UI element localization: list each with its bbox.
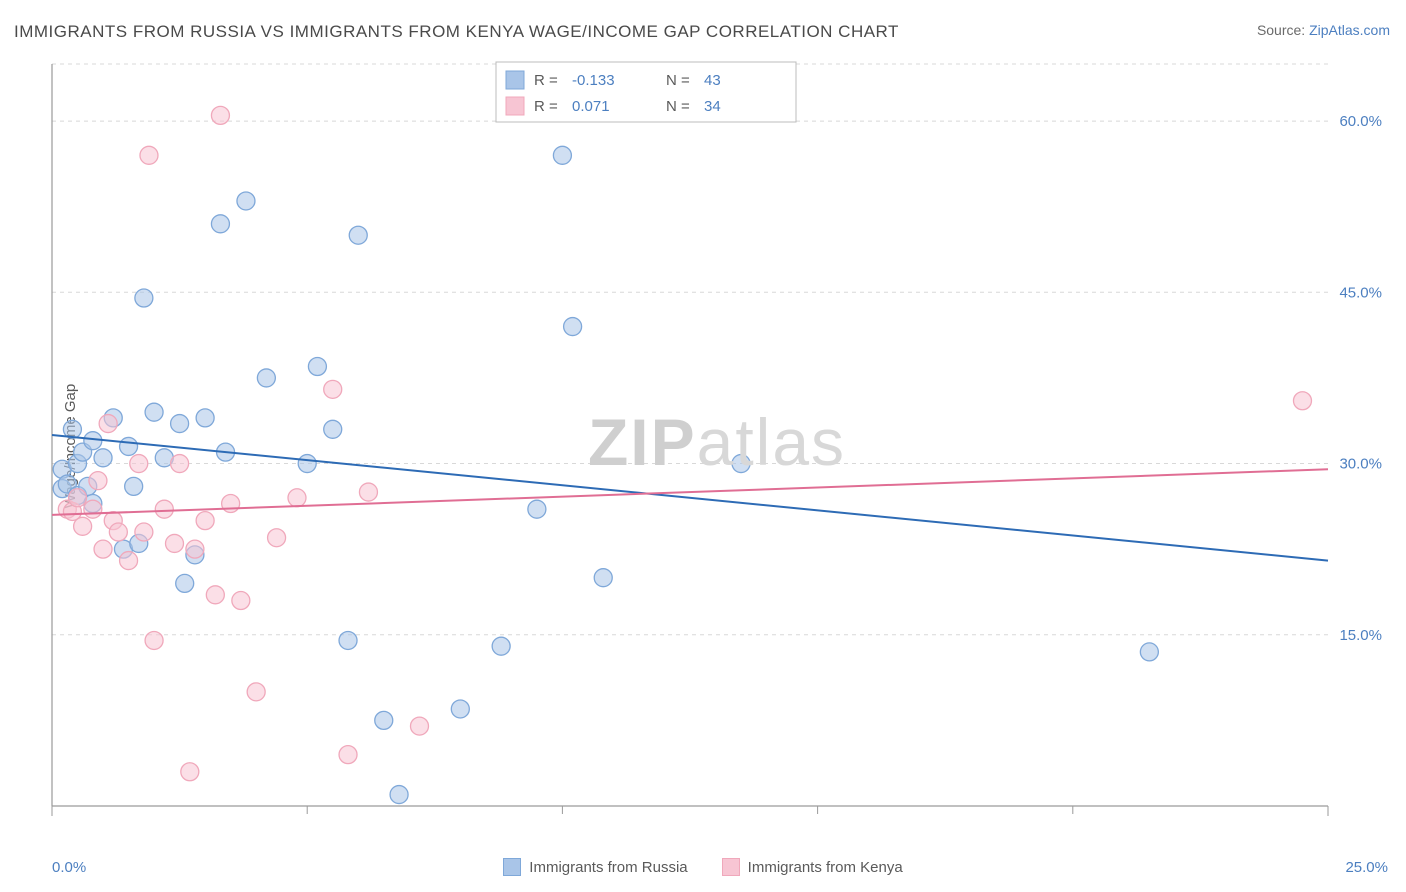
chart-svg: 15.0% 30.0% 45.0% 60.0% R = -0.133 N = 43 R = 0.0… bbox=[46, 58, 1388, 826]
bottom-legend: Immigrants from Russia Immigrants from K… bbox=[0, 858, 1406, 876]
svg-text:N =: N = bbox=[666, 72, 690, 89]
legend-label-kenya: Immigrants from Kenya bbox=[748, 859, 903, 876]
svg-text:60.0%: 60.0% bbox=[1339, 113, 1382, 130]
legend-item-russia: Immigrants from Russia bbox=[503, 858, 687, 876]
chart-title: IMMIGRANTS FROM RUSSIA VS IMMIGRANTS FRO… bbox=[14, 22, 899, 42]
legend-item-kenya: Immigrants from Kenya bbox=[722, 858, 903, 876]
svg-text:43: 43 bbox=[704, 72, 721, 89]
legend-swatch-kenya bbox=[722, 858, 740, 876]
svg-text:0.071: 0.071 bbox=[572, 98, 610, 115]
svg-text:R =: R = bbox=[534, 98, 558, 115]
svg-text:R =: R = bbox=[534, 72, 558, 89]
svg-text:45.0%: 45.0% bbox=[1339, 284, 1382, 301]
source-label: Source: bbox=[1257, 22, 1305, 38]
svg-text:N =: N = bbox=[666, 98, 690, 115]
legend-label-russia: Immigrants from Russia bbox=[529, 859, 687, 876]
svg-text:34: 34 bbox=[704, 98, 721, 115]
source-attribution: Source: ZipAtlas.com bbox=[1257, 22, 1390, 38]
svg-text:-0.133: -0.133 bbox=[572, 72, 615, 89]
scatter-plot: 15.0% 30.0% 45.0% 60.0% R = -0.133 N = 43 R = 0.0… bbox=[46, 58, 1388, 826]
source-value: ZipAtlas.com bbox=[1309, 22, 1390, 38]
svg-text:30.0%: 30.0% bbox=[1339, 456, 1382, 473]
svg-text:15.0%: 15.0% bbox=[1339, 627, 1382, 644]
legend-swatch-russia bbox=[503, 858, 521, 876]
